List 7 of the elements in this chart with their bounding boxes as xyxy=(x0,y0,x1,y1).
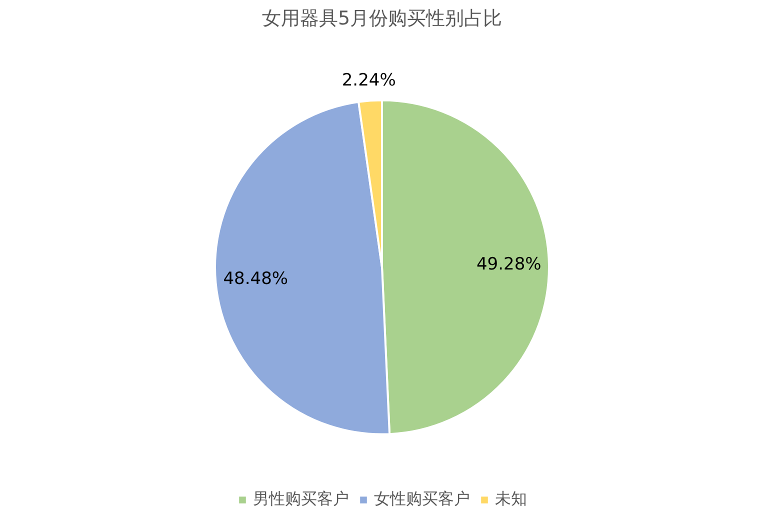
legend-label: 未知 xyxy=(495,489,527,510)
data-label: 49.28% xyxy=(476,254,542,274)
data-label: 48.48% xyxy=(223,269,288,290)
legend-label: 女性购买客户 xyxy=(374,489,470,510)
chart-title: 女用器具5月份购买性别占比 xyxy=(262,8,502,30)
legend-label: 男性购买客户 xyxy=(253,489,349,510)
data-label: 2.24% xyxy=(342,70,396,91)
